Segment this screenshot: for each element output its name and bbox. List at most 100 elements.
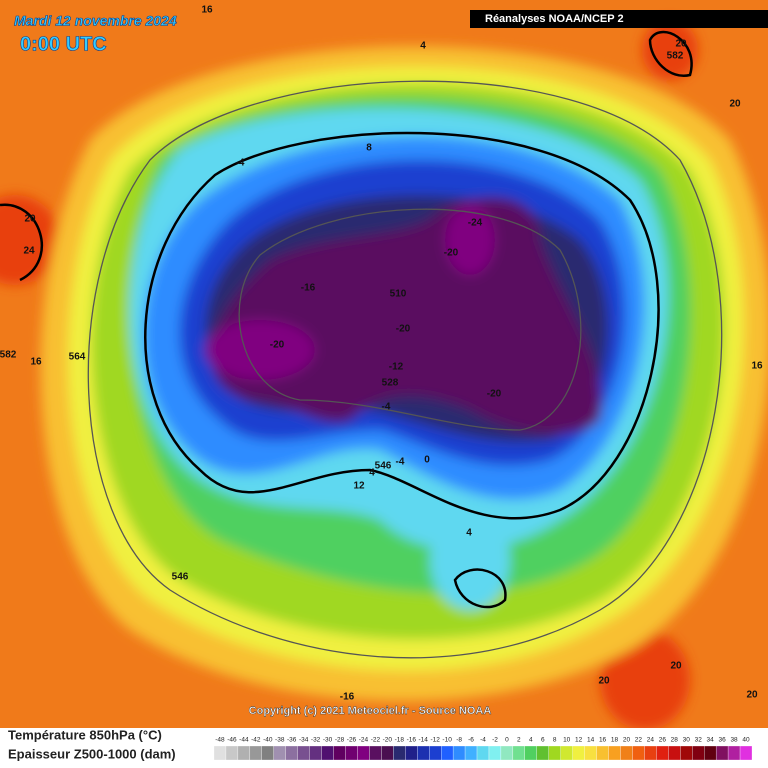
contour-label: 20 — [598, 676, 610, 687]
scale-label: 34 — [707, 737, 715, 744]
scale-label: -28 — [335, 737, 345, 744]
contour-label: 16 — [201, 5, 213, 16]
scale-swatch — [321, 745, 334, 761]
legend-title: Epaisseur Z500-1000 (dam) — [8, 746, 176, 761]
scale-swatch — [548, 745, 561, 761]
scale-swatch — [225, 745, 239, 761]
contour-label: 510 — [390, 289, 407, 300]
scale-swatch — [692, 745, 705, 761]
scale-label: 6 — [541, 737, 545, 744]
contour-label: 546 — [172, 572, 189, 583]
scale-label: 4 — [529, 737, 533, 744]
scale-swatch — [249, 745, 262, 761]
scale-swatch — [488, 745, 502, 761]
scale-swatch — [668, 745, 681, 761]
scale-label: 24 — [647, 737, 655, 744]
scale-swatch — [644, 745, 657, 761]
scale-swatch — [560, 745, 573, 761]
scale-label: -32 — [311, 737, 321, 744]
contour-label: -4 — [382, 402, 391, 413]
scale-swatch — [620, 745, 633, 761]
contour-label: 20 — [746, 690, 758, 701]
legend-title: Température 850hPa (°C) — [8, 727, 162, 742]
scale-label: -8 — [456, 737, 462, 744]
scale-swatch — [476, 745, 490, 761]
scale-label: 26 — [659, 737, 667, 744]
scale-label: -22 — [371, 737, 381, 744]
scale-label: -48 — [215, 737, 225, 744]
scale-label: -26 — [347, 737, 357, 744]
contour-label: -20 — [270, 340, 285, 351]
copyright: Copyright (c) 2021 Meteociel.fr - Source… — [249, 705, 492, 717]
contour-label: 20 — [24, 214, 36, 225]
scale-label: 10 — [563, 737, 571, 744]
scale-label: -36 — [287, 737, 297, 744]
scale-label: 2 — [517, 737, 521, 744]
scale-label: 32 — [695, 737, 703, 744]
scale-label: -38 — [275, 737, 285, 744]
scale-swatch — [572, 745, 585, 761]
contour-label: 4 — [466, 528, 472, 539]
scale-label: 0 — [505, 737, 509, 744]
scale-swatch — [357, 745, 370, 761]
contour-label: 546 — [375, 461, 392, 472]
contour-label: -20 — [487, 389, 502, 400]
scale-swatch — [261, 745, 274, 761]
scale-label: 30 — [683, 737, 691, 744]
scale-swatch — [452, 745, 466, 761]
scale-label: -16 — [407, 737, 417, 744]
scale-swatch — [596, 745, 609, 761]
temperature-field — [0, 0, 768, 730]
contour-label: -16 — [301, 283, 316, 294]
contour-label: -16 — [340, 692, 355, 703]
contour-label: 12 — [353, 481, 365, 492]
scale-label: -6 — [468, 737, 474, 744]
scale-label: 28 — [671, 737, 679, 744]
scale-swatch — [345, 745, 358, 761]
scale-swatch — [704, 745, 717, 761]
scale-swatch — [369, 745, 382, 761]
source: Réanalyses NOAA/NCEP 2 — [485, 13, 624, 25]
scale-label: 14 — [587, 737, 595, 744]
contour-label: -4 — [236, 158, 245, 169]
scale-swatch — [213, 745, 227, 761]
scale-swatch — [584, 745, 597, 761]
contour-label: 564 — [69, 352, 86, 363]
contour-label: 0 — [424, 455, 430, 466]
scale-swatch — [715, 745, 729, 761]
source-bar — [470, 10, 768, 28]
scale-swatch — [381, 745, 394, 761]
scale-label: -40 — [263, 737, 273, 744]
scale-swatch — [524, 745, 537, 761]
scale-swatch — [512, 745, 525, 761]
scale-label: 12 — [575, 737, 583, 744]
scale-label: -12 — [430, 737, 440, 744]
scale-label: 18 — [611, 737, 619, 744]
scale-label: 40 — [742, 737, 750, 744]
contour-label: 24 — [23, 246, 35, 257]
scale-swatch — [237, 745, 251, 761]
contour-label: 8 — [366, 143, 372, 154]
scale-swatch — [464, 745, 478, 761]
contour-label: -20 — [444, 248, 459, 259]
scale-swatch — [680, 745, 693, 761]
scale-swatch — [608, 745, 621, 761]
scale-label: 38 — [730, 737, 738, 744]
contour-label: -24 — [468, 218, 483, 229]
scale-label: 22 — [635, 737, 643, 744]
scale-swatch — [273, 745, 286, 761]
scale-swatch — [429, 745, 442, 761]
scale-label: -20 — [383, 737, 393, 744]
scale-swatch — [500, 745, 514, 761]
date: Mardi 12 novembre 2024 — [14, 13, 177, 29]
time: 0:00 UTC — [20, 33, 107, 55]
scale-label: 16 — [599, 737, 607, 744]
scale-swatch — [727, 745, 741, 761]
scale-label: -42 — [251, 737, 261, 744]
scale-label: -34 — [299, 737, 309, 744]
scale-label: -30 — [323, 737, 333, 744]
scale-swatch — [309, 745, 322, 761]
contour-label: 20 — [670, 661, 682, 672]
scale-label: -46 — [227, 737, 237, 744]
